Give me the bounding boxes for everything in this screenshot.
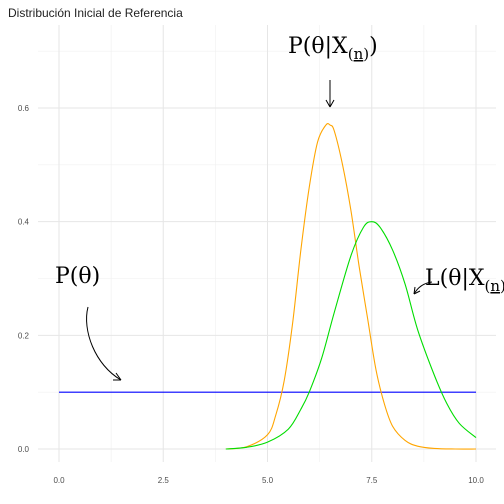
series-layer — [59, 123, 477, 450]
annotation-posterior: P(θ|X(n)) — [288, 34, 378, 63]
arrow-prior — [86, 306, 122, 381]
x-tick-label: 10.0 — [468, 476, 484, 485]
x-tick-label: 7.5 — [366, 476, 378, 485]
y-tick-label: 0.2 — [18, 331, 30, 340]
y-tick-label: 0.4 — [18, 218, 30, 227]
series-line-posterior — [225, 123, 477, 450]
annotation-prior: P(θ) — [55, 264, 100, 289]
y-tick-label: 0.6 — [18, 104, 30, 113]
x-tick-label: 2.5 — [158, 476, 170, 485]
tick-labels: 0.0 2.5 5.0 7.5 10.0 0.0 0.2 0.4 0.6 — [18, 104, 484, 485]
arrowhead-prior — [113, 372, 122, 381]
grid — [38, 25, 496, 462]
arrowhead-posterior — [325, 99, 335, 108]
annotation-likelihood: L(θ|X(n)) — [425, 266, 504, 295]
arrowhead-likelihood — [413, 286, 421, 295]
x-tick-label: 5.0 — [262, 476, 274, 485]
series-line-likelihood — [225, 221, 477, 450]
arrow-likelihood — [413, 281, 433, 295]
y-tick-label: 0.0 — [18, 445, 30, 454]
x-tick-label: 0.0 — [53, 476, 65, 485]
chart-title: Distribución Inicial de Referencia — [8, 6, 183, 20]
